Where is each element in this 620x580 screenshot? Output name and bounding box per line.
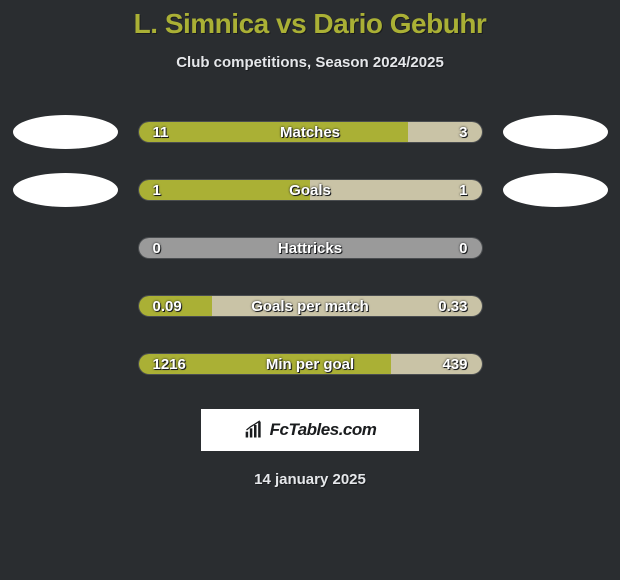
stat-value-right: 0 [459, 238, 467, 258]
stats-rows: 11Matches3 1Goals1 0Hattricks0 0.09Goals pe… [0, 115, 620, 381]
marker-spacer [13, 231, 118, 265]
stat-bar: 0.09Goals per match0.33 [138, 295, 483, 317]
marker-spacer [503, 231, 608, 265]
stat-value-right: 439 [442, 354, 467, 374]
stat-row: 1Goals1 [0, 173, 620, 207]
source-logo[interactable]: FcTables.com [201, 409, 419, 451]
stat-metric-label: Goals per match [139, 296, 482, 316]
stat-metric-label: Hattricks [139, 238, 482, 258]
player2-marker [503, 173, 608, 207]
stat-value-right: 1 [459, 180, 467, 200]
stat-row: 1216Min per goal439 [0, 347, 620, 381]
stat-metric-label: Matches [139, 122, 482, 142]
snapshot-date: 14 january 2025 [0, 471, 620, 488]
player1-marker [13, 115, 118, 149]
stat-metric-label: Goals [139, 180, 482, 200]
stat-bar: 11Matches3 [138, 121, 483, 143]
stat-bar: 1Goals1 [138, 179, 483, 201]
player1-marker [13, 173, 118, 207]
stat-row: 0.09Goals per match0.33 [0, 289, 620, 323]
stat-metric-label: Min per goal [139, 354, 482, 374]
stat-row: 0Hattricks0 [0, 231, 620, 265]
stat-bar: 1216Min per goal439 [138, 353, 483, 375]
marker-spacer [13, 347, 118, 381]
subtitle: Club competitions, Season 2024/2025 [0, 54, 620, 71]
source-logo-text: FcTables.com [270, 420, 377, 440]
marker-spacer [503, 347, 608, 381]
stat-row: 11Matches3 [0, 115, 620, 149]
marker-spacer [13, 289, 118, 323]
stat-bar: 0Hattricks0 [138, 237, 483, 259]
page-title: L. Simnica vs Dario Gebuhr [0, 8, 620, 40]
bars-chart-icon [244, 420, 264, 440]
stat-value-right: 0.33 [438, 296, 467, 316]
marker-spacer [503, 289, 608, 323]
comparison-card: L. Simnica vs Dario Gebuhr Club competit… [0, 0, 620, 488]
player2-marker [503, 115, 608, 149]
stat-value-right: 3 [459, 122, 467, 142]
